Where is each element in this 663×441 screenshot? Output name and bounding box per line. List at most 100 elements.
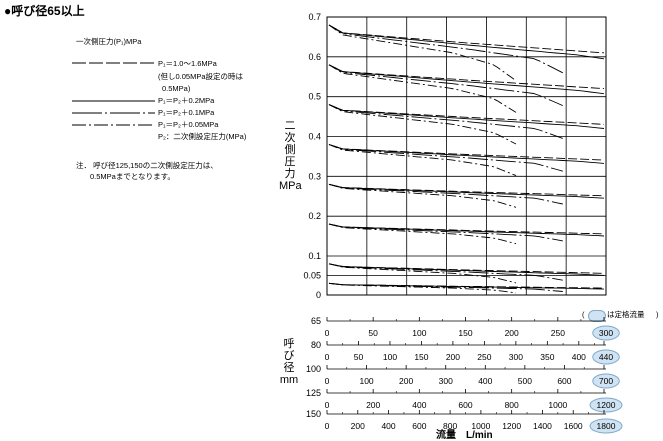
curve-dash-dot2 xyxy=(328,24,517,82)
nominal-size-label: 65 xyxy=(311,316,321,326)
curve-dash-dot xyxy=(328,183,563,205)
y-axis-title-unit: MPa xyxy=(279,180,302,192)
curve-dash-dot xyxy=(328,223,563,242)
rated-flow-label: 300 xyxy=(599,328,613,338)
flow-tick-label: 0 xyxy=(325,376,330,386)
curve-solid xyxy=(328,24,605,60)
curve-dash-long xyxy=(328,24,605,54)
rated-flow-label: 1200 xyxy=(597,400,616,410)
curve-dash-dot2 xyxy=(328,223,517,245)
chart-title: ●呼び径65以上 xyxy=(4,4,85,18)
curve-dash-dot2 xyxy=(328,282,517,294)
flow-tick-label: 1000 xyxy=(471,421,490,431)
flow-tick-label: 150 xyxy=(414,352,428,362)
rated-flow-marker xyxy=(589,418,623,434)
flow-tick-label: 800 xyxy=(505,400,519,410)
flow-tick-label: 50 xyxy=(354,352,364,362)
note-line-2: 0.5MPaまでとなります。 xyxy=(90,172,175,181)
curve-dash-dot2 xyxy=(328,144,517,177)
legend-item-3: 0.5MPa) xyxy=(162,84,191,93)
curve-dash-dot xyxy=(328,144,563,172)
flow-tick-label: 1200 xyxy=(502,421,521,431)
y-tick-label: 0.6 xyxy=(308,52,321,62)
y-axis-title-char: 二 xyxy=(284,120,296,132)
nominal-size-char: 呼 xyxy=(283,338,295,350)
y-tick-label: 0.4 xyxy=(308,132,321,142)
flow-tick-label: 50 xyxy=(368,328,378,338)
y-tick-label: 0.3 xyxy=(308,171,321,181)
flow-tick-label: 200 xyxy=(366,400,380,410)
legend-lines xyxy=(72,62,155,126)
curve-dash-dot2 xyxy=(328,183,517,208)
y-axis-title-char: 圧 xyxy=(284,156,296,168)
x-axis-title: 流量 L/min xyxy=(436,430,493,441)
flow-tick-label: 200 xyxy=(446,352,460,362)
nominal-size-char: び xyxy=(283,350,295,362)
flow-tick-label: 150 xyxy=(458,328,472,338)
y-axis-title-char: 次 xyxy=(284,132,296,144)
curve-solid xyxy=(328,104,605,129)
nominal-size-label: 150 xyxy=(306,409,321,419)
rated-flow-marker xyxy=(592,373,620,389)
curve-solid xyxy=(328,263,605,276)
nominal-size-label: 100 xyxy=(306,364,321,374)
curve-solid xyxy=(328,144,605,164)
legend-item-2: (但し0.05MPa設定の時は xyxy=(158,72,244,81)
y-tick-label: 0.1 xyxy=(308,251,321,261)
y-axis-title: 二 次 側 圧 力 MPa xyxy=(279,120,302,192)
flow-tick-label: 1600 xyxy=(564,421,583,431)
legend-header: 一次側圧力(P₁)MPa xyxy=(76,37,142,46)
rated-flow-label: 1800 xyxy=(597,421,616,431)
nominal-size-unit: mm xyxy=(279,374,299,386)
flow-tick-label: 1400 xyxy=(533,421,552,431)
curve-solid xyxy=(328,223,605,237)
curve-dash-dot xyxy=(328,24,564,74)
legend-item-7: P₂：二次側設定圧力(MPa) xyxy=(158,132,247,141)
flow-tick-label: 600 xyxy=(412,421,426,431)
flow-tick-label: 250 xyxy=(551,328,565,338)
curve-dash-long xyxy=(328,64,605,90)
curve-solid xyxy=(328,64,605,95)
flow-tick-label: 200 xyxy=(351,421,365,431)
curve-dash-long xyxy=(328,223,605,235)
y-tick-label: 0 xyxy=(316,290,321,300)
flow-tick-label: 100 xyxy=(359,376,373,386)
y-axis-title-char: 側 xyxy=(284,144,296,156)
curve-dash-long xyxy=(328,263,605,274)
curve-dash-long xyxy=(328,104,605,125)
legend-item-5: P₁＝P₂＋0.1MPa xyxy=(158,108,215,117)
y-tick-label: 0.5 xyxy=(308,92,321,102)
curve-dash-long xyxy=(328,183,605,197)
nominal-size-title: 呼 び 径 mm xyxy=(277,338,301,386)
flow-tick-label: 100 xyxy=(383,352,397,362)
flow-tick-label: 600 xyxy=(557,376,571,386)
curve-dash-dot2 xyxy=(328,64,517,113)
rated-flow-marker xyxy=(592,325,620,341)
rated-flow-marker xyxy=(589,397,623,413)
flow-tick-label: 0 xyxy=(325,421,330,431)
legend-item-4: P₁＝P₂＋0.2MPa xyxy=(158,96,215,105)
flow-tick-label: 0 xyxy=(325,352,330,362)
legend-item-6: P₁＝P₂＋0.05MPa xyxy=(158,120,219,129)
flow-tick-label: 0 xyxy=(325,400,330,410)
curve-dash-dot xyxy=(328,64,563,107)
flow-tick-label: 300 xyxy=(439,376,453,386)
flow-tick-label: 400 xyxy=(478,376,492,386)
flow-tick-label: 600 xyxy=(458,400,472,410)
nominal-size-char: 径 xyxy=(283,362,295,374)
curve-dash-dot2 xyxy=(328,104,517,145)
curve-dash-long xyxy=(328,144,605,161)
curve-dash-dot2 xyxy=(328,263,517,284)
curve-dash-dot xyxy=(328,263,563,281)
y-tick-label: 0.7 xyxy=(308,12,321,22)
rated-flow-legend-swatch xyxy=(588,310,606,322)
curve-dash-dot xyxy=(328,104,563,139)
flow-tick-label: 350 xyxy=(540,352,554,362)
flow-tick-label: 1000 xyxy=(548,400,567,410)
rated-flow-label: 440 xyxy=(599,352,613,362)
rated-flow-label: 700 xyxy=(599,376,613,386)
flow-tick-label: 400 xyxy=(412,400,426,410)
flow-tick-label: 200 xyxy=(505,328,519,338)
nominal-size-label: 80 xyxy=(311,340,321,350)
